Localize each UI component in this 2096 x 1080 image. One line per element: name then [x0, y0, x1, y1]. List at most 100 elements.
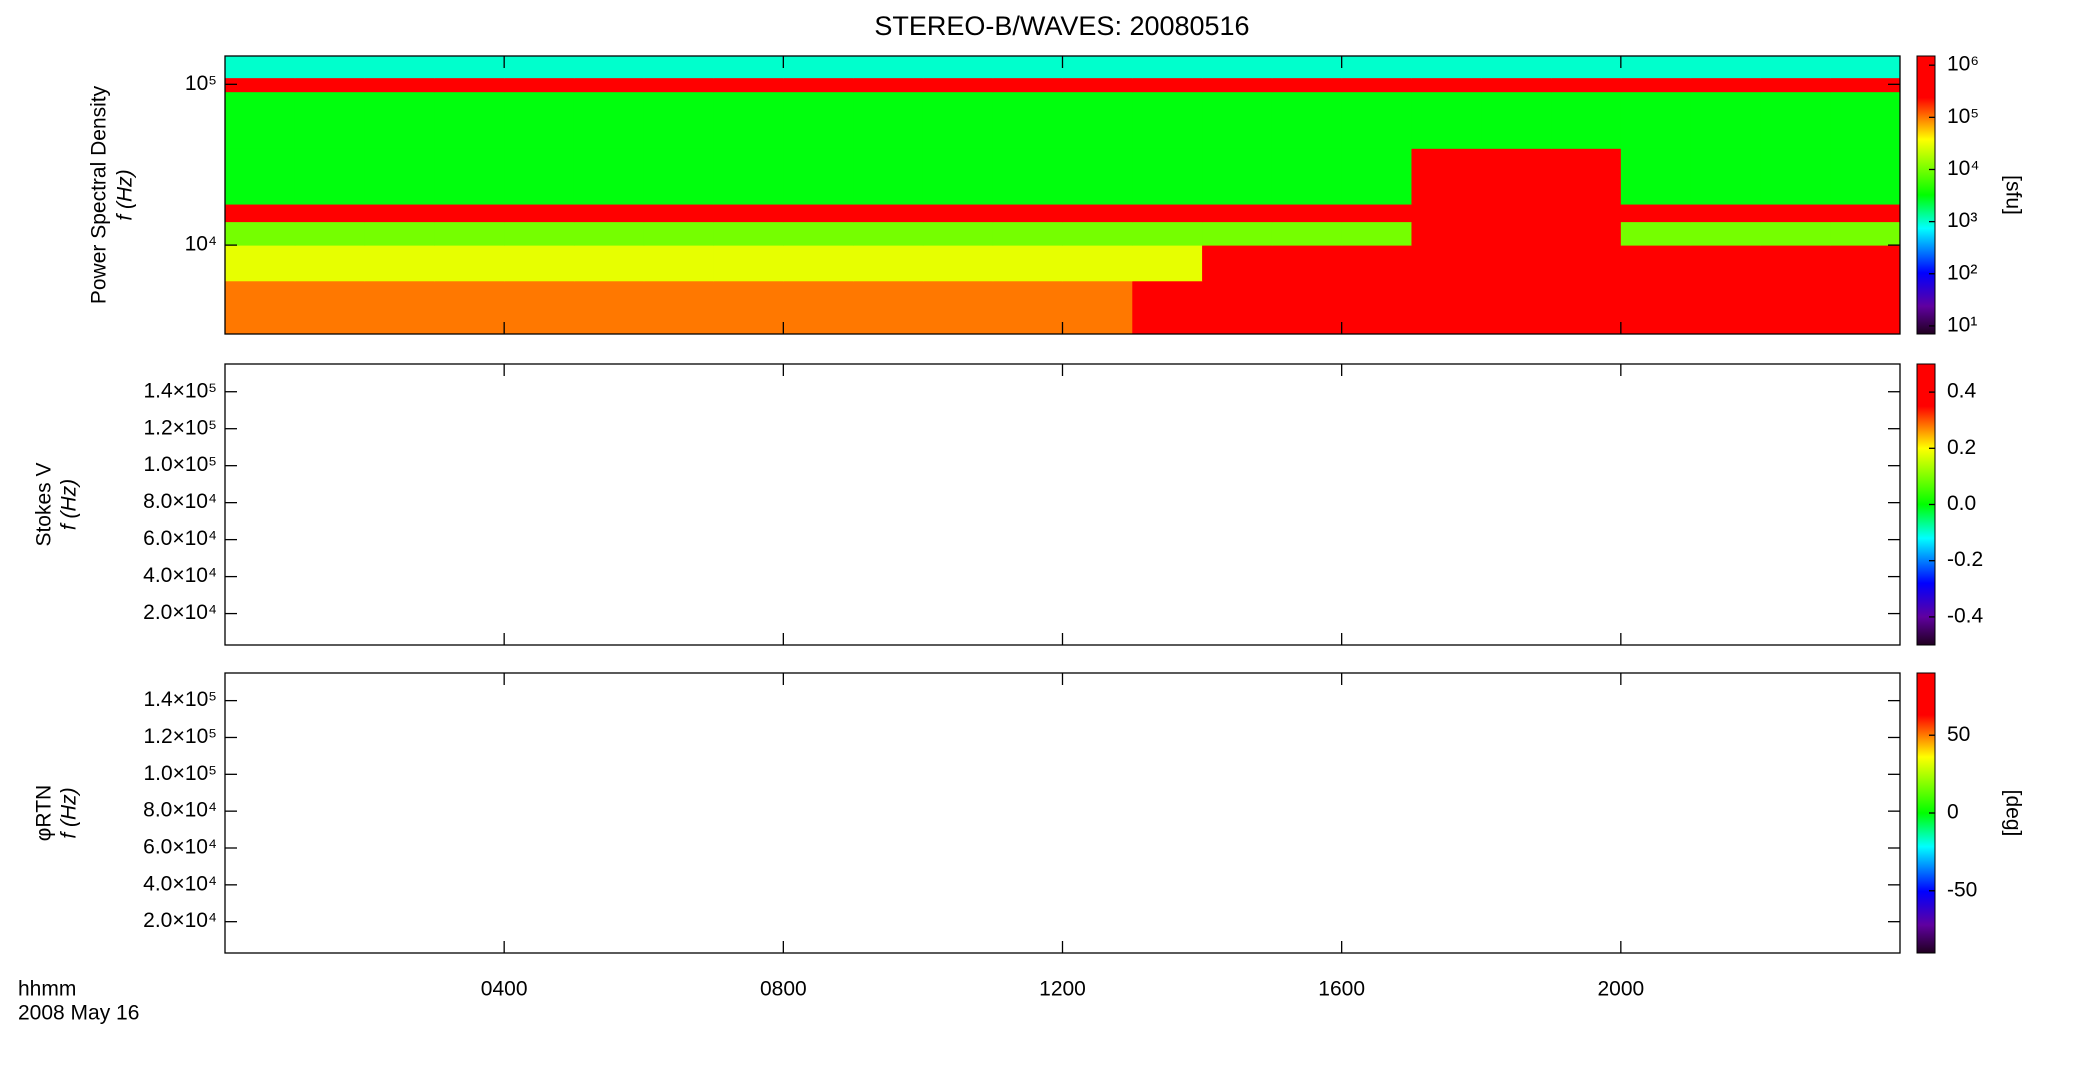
heatmap-cell: [1830, 77, 1901, 93]
heatmap-cell: [992, 91, 1063, 149]
heatmap-cell: [1481, 56, 1552, 79]
heatmap-cell: [922, 280, 994, 335]
heatmap-cell: [573, 56, 645, 79]
y-axis-label: f (Hz): [58, 787, 81, 838]
heatmap-cell: [504, 148, 575, 205]
heatmap-cell: [434, 148, 505, 205]
heatmap-cell: [364, 204, 435, 223]
heatmap-cell: [573, 204, 645, 223]
colorbar-tick-label: 0.2: [1947, 436, 1976, 459]
y-tick-label: 4.0×10⁴: [143, 564, 217, 587]
heatmap-cell: [434, 56, 505, 79]
y-tick-label: 6.0×10⁴: [143, 527, 217, 550]
y-axis-label: Stokes V: [33, 462, 56, 546]
heatmap-cell: [783, 280, 854, 335]
heatmap-cell: [1830, 221, 1901, 246]
chart-title: STEREO-B/WAVES: 20080516: [874, 11, 1249, 41]
heatmap-cell: [643, 245, 715, 282]
heatmap-cell: [1690, 280, 1761, 335]
heatmap-cell: [1271, 221, 1343, 246]
heatmap-cell: [992, 221, 1063, 246]
heatmap-cell: [1551, 221, 1622, 246]
heatmap-cell: [992, 56, 1063, 79]
heatmap-cell: [294, 221, 366, 246]
y-tick-label: 10⁴: [185, 233, 217, 256]
heatmap-cell: [434, 280, 505, 335]
colorbar-tick-label: 10¹: [1947, 313, 1977, 336]
heatmap-cell: [853, 204, 924, 223]
heatmap-cell: [992, 280, 1063, 335]
heatmap-cell: [1411, 56, 1482, 79]
heatmap-cell: [1760, 91, 1831, 149]
colorbar-tick-label: -0.4: [1947, 604, 1984, 627]
heatmap-cell: [1760, 148, 1831, 205]
colorbar-tick-label: 10⁵: [1947, 105, 1979, 128]
x-tick-label: 0400: [481, 978, 528, 1001]
heatmap-cell: [1690, 148, 1761, 205]
heatmap-cell: [1830, 148, 1901, 205]
y-tick-label: 1.2×10⁵: [143, 416, 217, 439]
heatmap-cell: [1760, 280, 1831, 335]
heatmap-cell: [1202, 56, 1273, 79]
heatmap-cell: [922, 204, 994, 223]
heatmap-cell: [643, 204, 715, 223]
heatmap-cell: [713, 56, 784, 79]
y-tick-label: 6.0×10⁴: [143, 836, 217, 859]
heatmap-cell: [1202, 91, 1273, 149]
heatmap-cell: [1690, 221, 1761, 246]
heatmap-cell: [1830, 280, 1901, 335]
y-tick-label: 1.2×10⁵: [143, 725, 217, 748]
heatmap-cell: [1551, 280, 1622, 335]
y-tick-label: 10⁵: [185, 72, 217, 95]
colorbar-tick-label: 10³: [1947, 209, 1977, 232]
colorbar-tick-label: 10⁶: [1947, 53, 1979, 76]
heatmap-cell: [504, 245, 575, 282]
heatmap-cell: [573, 91, 645, 149]
x-axis-date: 2008 May 16: [18, 1002, 139, 1025]
heatmap-cell: [1202, 245, 1273, 282]
heatmap-cell: [1132, 221, 1203, 246]
heatmap-cell: [643, 148, 715, 205]
heatmap-cell: [294, 204, 366, 223]
heatmap-cell: [1411, 221, 1482, 246]
heatmap-cell: [1760, 56, 1831, 79]
heatmap-cell: [783, 148, 854, 205]
heatmap-cell: [643, 221, 715, 246]
heatmap-cell: [1481, 280, 1552, 335]
heatmap-cell: [922, 245, 994, 282]
heatmap-cell: [643, 280, 715, 335]
x-tick-label: 1600: [1318, 978, 1365, 1001]
heatmap-cell: [1132, 77, 1203, 93]
heatmap-cell: [1411, 148, 1482, 205]
heatmap-cell: [1341, 148, 1412, 205]
heatmap-cell: [434, 204, 505, 223]
heatmap-cell: [1271, 148, 1343, 205]
heatmap-cell: [992, 148, 1063, 205]
heatmap-cell: [1132, 204, 1203, 223]
plot-frame: [224, 363, 1901, 646]
heatmap-cell: [1760, 77, 1831, 93]
heatmap-cell: [1481, 204, 1552, 223]
heatmap-cell: [225, 77, 296, 93]
y-axis-label: f (Hz): [114, 169, 137, 220]
heatmap-cell: [783, 245, 854, 282]
y-tick-label: 8.0×10⁴: [143, 799, 217, 822]
heatmap-cell: [853, 77, 924, 93]
heatmap-cell: [1551, 91, 1622, 149]
heatmap-cell: [364, 77, 435, 93]
heatmap-cell: [713, 148, 784, 205]
heatmap-cell: [1620, 221, 1692, 246]
heatmap-cell: [1760, 245, 1831, 282]
colorbar-tick-label: 0.4: [1947, 380, 1977, 403]
heatmap-cell: [1830, 56, 1901, 79]
heatmap-cell: [1620, 56, 1692, 79]
heatmap-cell: [1620, 204, 1692, 223]
heatmap-cell: [294, 56, 366, 79]
heatmap-cell: [225, 56, 296, 79]
heatmap-cell: [434, 221, 505, 246]
heatmap-cell: [225, 280, 296, 335]
heatmap-cell: [1620, 77, 1692, 93]
heatmap-cell: [294, 280, 366, 335]
heatmap-cell: [922, 91, 994, 149]
heatmap-cell: [992, 204, 1063, 223]
